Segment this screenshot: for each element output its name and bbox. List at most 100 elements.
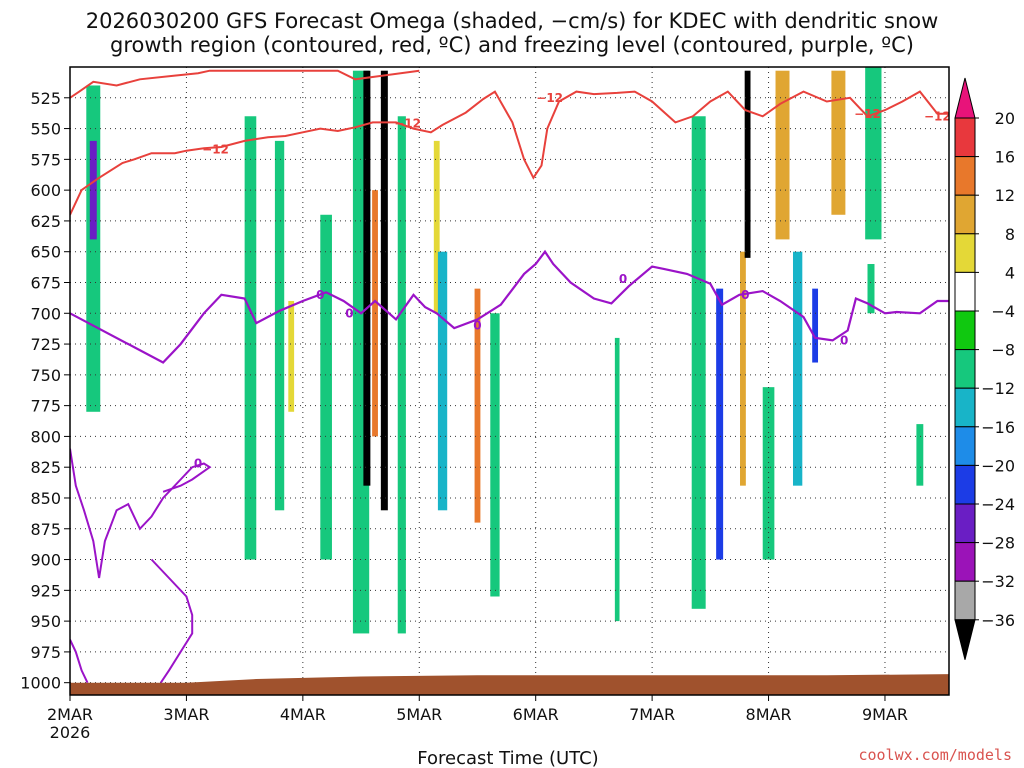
- freezing-label-1: 0: [316, 288, 324, 302]
- colorbar-swatch-11: [954, 503, 976, 544]
- dgz-top-contour: [70, 69, 420, 99]
- omega-column-23: [775, 70, 790, 240]
- y-tick-label-975: 975: [30, 643, 61, 662]
- omega-column-13: [474, 288, 481, 523]
- dgz-label-4: −12: [924, 109, 951, 123]
- freezing-level-contour: [70, 249, 949, 364]
- y-tick-label-625: 625: [30, 212, 61, 231]
- freezing-label-6: 0: [840, 333, 848, 347]
- x-tick-label-8MAR: 8MAR: [746, 705, 792, 724]
- omega-column-18: [716, 288, 724, 560]
- y-tick-label-825: 825: [30, 458, 61, 477]
- freezing-low-contour-1: [150, 558, 194, 684]
- plot-frame: [69, 66, 950, 696]
- omega-column-19: [728, 91, 739, 388]
- omega-column-5: [320, 214, 332, 560]
- freezing-label-3: 0: [473, 319, 481, 333]
- dgz-label-1: −12: [394, 117, 421, 131]
- colorbar-swatch-3: [954, 194, 976, 235]
- y-tick-label-575: 575: [30, 150, 61, 169]
- y-tick-label-725: 725: [30, 335, 61, 354]
- colorbar-top-arrow: [954, 77, 976, 119]
- dgz-label-0: −12: [202, 143, 229, 157]
- omega-column-21: [744, 70, 751, 258]
- colorbar-swatch-8: [954, 387, 976, 428]
- x-tick-label-4MAR: 4MAR: [280, 705, 326, 724]
- y-tick-label-675: 675: [30, 273, 61, 292]
- omega-column-14: [490, 313, 500, 597]
- colorbar-swatch-1: [954, 117, 976, 158]
- freezing-label-2: 0: [345, 306, 353, 320]
- omega-column-2: [244, 116, 257, 560]
- omega-column-17: [706, 79, 714, 289]
- omega-column-30: [923, 387, 929, 597]
- y-tick-label-650: 650: [30, 243, 61, 262]
- omega-column-24: [792, 251, 803, 486]
- omega-column-29: [916, 424, 924, 486]
- x-axis-label: Forecast Time (UTC): [417, 748, 598, 768]
- colorbar-label-8: −16: [981, 418, 1015, 437]
- dgz-label-3: −12: [854, 107, 881, 121]
- colorbar-label-0: 20: [995, 109, 1015, 128]
- colorbar-swatch-12: [954, 542, 976, 582]
- omega-column-7: [363, 70, 371, 486]
- omega-column-1: [102, 387, 108, 474]
- colorbar-swatch-4: [954, 233, 976, 273]
- chart-title-line1: 2026030200 GFS Forecast Omega (shaded, −…: [86, 9, 939, 33]
- omega-column-22: [762, 387, 775, 560]
- y-tick-label-600: 600: [30, 181, 61, 200]
- credit-text: coolwx.com/models: [858, 746, 1012, 764]
- y-tick-label-850: 850: [30, 489, 61, 508]
- colorbar-label-2: 12: [995, 186, 1015, 205]
- y-tick-label-525: 525: [30, 89, 61, 108]
- colorbar-label-7: −12: [981, 379, 1015, 398]
- omega-column-25: [812, 288, 819, 363]
- ground-fill: [70, 674, 949, 695]
- colorbar-label-10: −24: [981, 495, 1015, 514]
- y-tick-label-750: 750: [30, 366, 61, 385]
- colorbar-label-4: 4: [1005, 263, 1015, 282]
- x-tick-label-2MAR: 2MAR: [47, 705, 93, 724]
- omega-column-26: [831, 70, 846, 215]
- colorbar-swatch-5: [954, 271, 976, 312]
- colorbar-swatch-9: [954, 426, 976, 466]
- colorbar: 20 16 12 8 4 −4 −8 −12 −16 −20 −24 −28 −32 −36: [954, 77, 1015, 660]
- colorbar-label-1: 16: [995, 148, 1015, 167]
- freezing-low-contour-2: [70, 639, 89, 684]
- omega-core-0: [89, 140, 97, 240]
- colorbar-label-13: −36: [981, 611, 1015, 630]
- y-tick-label-925: 925: [30, 581, 61, 600]
- x-axis: 2MAR 3MAR 4MAR 5MAR 6MAR 7MAR 8MAR 9MAR: [47, 695, 908, 724]
- y-tick-label-700: 700: [30, 304, 61, 323]
- y-tick-label-550: 550: [30, 120, 61, 139]
- colorbar-swatch-10: [954, 464, 976, 505]
- omega-column-3: [274, 140, 285, 511]
- colorbar-label-3: 8: [1005, 225, 1015, 244]
- colorbar-label-6: −8: [991, 341, 1015, 360]
- colorbar-swatch-13: [954, 580, 976, 621]
- y-tick-label-900: 900: [30, 551, 61, 570]
- dgz-label-2: −12: [536, 91, 563, 105]
- x-tick-label-6MAR: 6MAR: [513, 705, 559, 724]
- freezing-label-5: 0: [741, 288, 749, 302]
- omega-column-10: [397, 116, 406, 634]
- y-tick-label-875: 875: [30, 520, 61, 539]
- omega-column-0: [86, 85, 101, 412]
- omega-column-16: [691, 116, 706, 609]
- colorbar-label-9: −20: [981, 456, 1015, 475]
- omega-column-8: [380, 70, 388, 511]
- plot-background: [70, 67, 949, 695]
- y-tick-label-800: 800: [30, 427, 61, 446]
- y-tick-label-775: 775: [30, 397, 61, 416]
- colorbar-label-12: −32: [981, 572, 1015, 591]
- omega-shading: [86, 67, 929, 634]
- contours: −12 −12 −12 −12 −12 0 0 0 0 0 0 0: [70, 69, 951, 684]
- omega-column-4: [288, 300, 295, 412]
- colorbar-swatch-7: [954, 349, 976, 389]
- x-year-label: 2026: [50, 723, 91, 742]
- x-tick-label-3MAR: 3MAR: [163, 705, 209, 724]
- freezing-label-4: 0: [619, 272, 627, 286]
- colorbar-label-11: −28: [981, 534, 1015, 553]
- y-tick-label-1000: 1000: [20, 674, 61, 693]
